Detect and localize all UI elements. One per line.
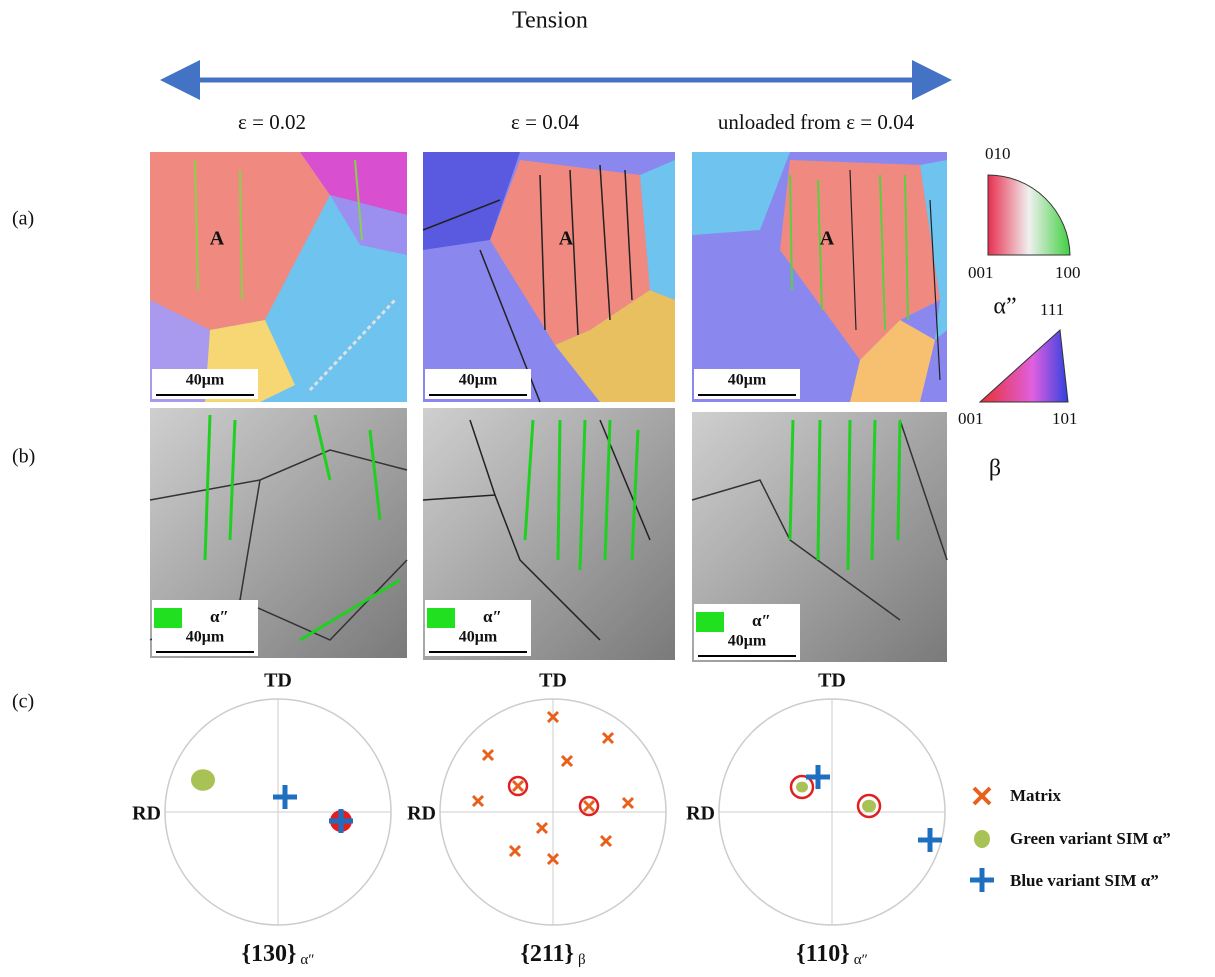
ebsd-map bbox=[422, 152, 675, 403]
plane-subscript: α″ bbox=[300, 952, 314, 968]
matrix-marker bbox=[582, 799, 596, 813]
red-ring bbox=[507, 775, 529, 797]
green-marker bbox=[862, 799, 876, 813]
matrix-marker bbox=[508, 844, 522, 858]
legend-label: Blue variant SIM α” bbox=[1010, 871, 1159, 890]
phase-legend-label: α″ bbox=[483, 607, 502, 626]
plane-label: {110} bbox=[796, 941, 850, 967]
matrix-marker bbox=[481, 748, 495, 762]
scale-label: 40μm bbox=[459, 372, 498, 389]
scale-label: 40μm bbox=[459, 629, 498, 646]
ipf-corner: 010 bbox=[985, 144, 1011, 163]
ipf-corner: 001 bbox=[958, 409, 984, 428]
grain-label: A bbox=[210, 228, 225, 250]
matrix-marker bbox=[601, 731, 615, 745]
ipf-label: α” bbox=[993, 294, 1016, 320]
ipf-label: β bbox=[989, 456, 1001, 482]
ipf-corner: 001 bbox=[968, 263, 994, 282]
pole-figure: TD RD {130} α″ bbox=[132, 670, 392, 969]
matrix-marker bbox=[546, 852, 560, 866]
matrix-marker bbox=[599, 834, 613, 848]
arrow-label: Tension bbox=[512, 8, 588, 34]
ipf-beta bbox=[978, 328, 1069, 403]
column-title: ε = 0.02 bbox=[238, 110, 306, 134]
phase-swatch bbox=[427, 608, 455, 628]
pole-top-label: TD bbox=[818, 670, 846, 692]
matrix-marker bbox=[535, 821, 549, 835]
phase-legend-label: α″ bbox=[210, 607, 229, 626]
grain-label: A bbox=[820, 228, 835, 250]
green-marker bbox=[191, 769, 215, 791]
pole-title: {110} α″ bbox=[796, 941, 868, 969]
ipf-corner: 101 bbox=[1052, 409, 1078, 428]
scale-label: 40μm bbox=[728, 372, 767, 389]
matrix-marker bbox=[546, 710, 560, 724]
ebsd-map bbox=[150, 152, 407, 402]
legend-label: Matrix bbox=[1010, 786, 1061, 805]
pole-figure: TD RD {211} β bbox=[407, 670, 667, 969]
pole-left-label: RD bbox=[132, 803, 161, 825]
scale-label: 40μm bbox=[186, 372, 225, 389]
column-title: ε = 0.04 bbox=[511, 110, 579, 134]
scale-label: 40μm bbox=[728, 633, 767, 650]
matrix-marker bbox=[560, 754, 574, 768]
ebsd-map bbox=[692, 152, 947, 402]
phase-swatch bbox=[696, 612, 724, 632]
ipf-alpha bbox=[987, 174, 1071, 256]
pole-left-label: RD bbox=[686, 803, 715, 825]
matrix-marker bbox=[511, 779, 525, 793]
legend-label: Green variant SIM α” bbox=[1010, 829, 1171, 848]
pole-figure: TD RD {110} α″ bbox=[686, 670, 946, 969]
row-label: (a) bbox=[12, 208, 34, 230]
matrix-marker bbox=[471, 794, 485, 808]
red-ring bbox=[578, 795, 600, 817]
phase-legend-label: α″ bbox=[752, 611, 771, 630]
plane-subscript: β bbox=[578, 952, 586, 968]
row-label: (b) bbox=[12, 446, 35, 468]
scale-label: 40μm bbox=[186, 629, 225, 646]
green-marker bbox=[796, 781, 808, 793]
plane-label: {211} bbox=[520, 941, 574, 967]
pole-top-label: TD bbox=[539, 670, 567, 692]
pole-left-label: RD bbox=[407, 803, 436, 825]
pole-title: {130} α″ bbox=[241, 941, 314, 969]
plane-subscript: α″ bbox=[854, 952, 868, 968]
phase-swatch bbox=[154, 608, 182, 628]
plane-label: {130} bbox=[241, 941, 296, 967]
red-ring bbox=[789, 774, 815, 800]
matrix-marker bbox=[621, 796, 635, 810]
grain-label: A bbox=[559, 228, 574, 250]
legend: Matrix Green variant SIM α” Blue variant… bbox=[970, 786, 1171, 892]
row-label: (c) bbox=[12, 691, 34, 713]
pole-top-label: TD bbox=[264, 670, 292, 692]
pole-title: {211} β bbox=[520, 941, 585, 969]
ipf-corner: 111 bbox=[1040, 300, 1064, 319]
ipf-corner: 100 bbox=[1055, 263, 1081, 282]
red-ring bbox=[856, 793, 882, 819]
column-title: unloaded from ε = 0.04 bbox=[718, 110, 915, 134]
